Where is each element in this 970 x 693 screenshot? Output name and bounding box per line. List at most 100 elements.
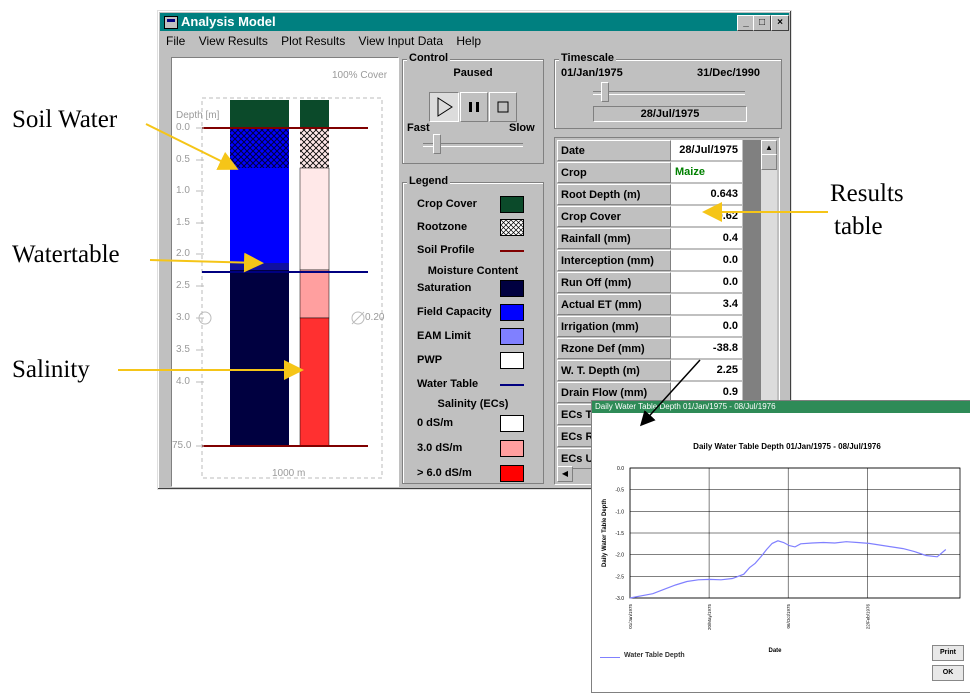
legend-swatch-sal-3 [500, 440, 524, 457]
menu-view-results[interactable]: View Results [198, 34, 268, 48]
results-row-label: Actual ET (mm) [557, 294, 671, 315]
chart-title: Daily Water Table Depth 01/Jan/1975 - 08… [693, 442, 881, 451]
depth-tick: 4.0 [176, 376, 190, 387]
water-table-depth-line [629, 540, 947, 599]
results-row-label: Run Off (mm) [557, 272, 671, 293]
legend-swatch-sal-0 [500, 415, 524, 432]
results-row-label: Irrigation (mm) [557, 316, 671, 337]
results-row-value[interactable]: 28/Jul/1975 [671, 140, 743, 161]
results-row-value[interactable]: 0.0 [671, 316, 743, 337]
results-row-value[interactable]: 0.4 [671, 228, 743, 249]
control-status: Paused [453, 67, 493, 79]
play-icon [437, 97, 453, 117]
results-row-value[interactable]: 0.0 [671, 250, 743, 271]
results-table-filler [743, 140, 761, 484]
timescale-slider[interactable] [593, 82, 745, 104]
depth-tick: 2.0 [176, 248, 190, 259]
menu-bar: File View Results Plot Results View Inpu… [160, 32, 789, 50]
legend-swatch-pwp [500, 352, 524, 369]
right-scale-value: 0.20 [365, 312, 385, 323]
results-vertical-scrollbar[interactable]: ▲ [761, 140, 777, 470]
results-row-label: Crop Cover [557, 206, 671, 227]
crop-cover-bar-right [300, 100, 329, 128]
scroll-left-icon[interactable]: ◀ [557, 466, 573, 482]
control-group: Control Paused Fast Slow [402, 52, 544, 164]
results-row-label: W. T. Depth (m) [557, 360, 671, 381]
legend-sal-3: 3.0 dS/m [417, 442, 463, 454]
legend-line-water-table-depth [600, 657, 620, 658]
title-bar: Analysis Model _ □ × [160, 13, 789, 31]
legend-sal-6: > 6.0 dS/m [417, 467, 472, 479]
legend-eam-limit: EAM Limit [417, 330, 471, 342]
x-axis-label: Date [768, 648, 782, 654]
x-tick-label: 20/May/1975 [707, 604, 712, 631]
legend-moisture-heading: Moisture Content [427, 265, 519, 277]
popup-title-bar: Daily Water Table Depth 01/Jan/1975 - 08… [592, 401, 970, 413]
legend-field-capacity: Field Capacity [417, 306, 492, 318]
y-tick-label: -0.5 [615, 488, 624, 494]
results-callout-line1: Results [830, 180, 904, 207]
pause-button[interactable] [460, 92, 488, 122]
soil-profile-graphic [196, 97, 383, 479]
depth-tick: 3.5 [176, 344, 190, 355]
ok-button[interactable]: OK [932, 665, 964, 681]
results-row-value[interactable]: Maize [671, 162, 743, 183]
results-callout-line2: table [834, 213, 883, 240]
x-tick-label: 01/Jan/1975 [628, 604, 633, 629]
results-row-label: Rainfall (mm) [557, 228, 671, 249]
stop-icon [497, 101, 509, 113]
app-icon [164, 16, 178, 29]
legend-salinity-heading: Salinity (ECs) [437, 398, 509, 410]
legend-swatch-field-capacity [500, 304, 524, 321]
legend-pwp: PWP [417, 354, 443, 366]
menu-view-input-data[interactable]: View Input Data [358, 34, 444, 48]
legend-swatch-sal-6 [500, 465, 524, 482]
legend-swatch-crop-cover [500, 196, 524, 213]
depth-tick: 2.5 [176, 280, 190, 291]
legend-water-table: Water Table [417, 378, 479, 390]
depth-label: Depth [m] [176, 110, 220, 121]
y-tick-label: 0.0 [617, 466, 624, 472]
popup-window-title: Daily Water Table Depth 01/Jan/1975 - 08… [595, 402, 776, 411]
legend-sal-0: 0 dS/m [417, 417, 454, 429]
timescale-slider-thumb[interactable] [601, 82, 609, 102]
width-label: 1000 m [272, 468, 306, 479]
legend-swatch-saturation [500, 280, 524, 297]
x-tick-label: 06/Oct/1975 [786, 604, 791, 629]
speed-slider-thumb[interactable] [433, 134, 441, 154]
legend-swatch-rootzone [500, 219, 524, 236]
legend-saturation: Saturation [417, 282, 472, 294]
menu-plot-results[interactable]: Plot Results [281, 34, 346, 48]
speed-slider[interactable] [423, 134, 523, 156]
results-row-value[interactable]: 2.25 [671, 360, 743, 381]
depth-tick: 75.0 [172, 440, 192, 451]
legend-soil-profile: Soil Profile [417, 244, 475, 256]
x-tick-label: 22/Feb/1976 [865, 604, 870, 630]
y-tick-label: -3.0 [615, 596, 624, 602]
window-title: Analysis Model [181, 14, 276, 29]
close-button[interactable]: × [771, 15, 789, 31]
legend-group: Legend Crop Cover Rootzone Soil Profile … [402, 175, 544, 484]
results-row-label: Rzone Def (mm) [557, 338, 671, 359]
depth-tick: 3.0 [176, 312, 190, 323]
fast-label: Fast [407, 122, 430, 134]
slow-label: Slow [509, 122, 535, 134]
control-group-label: Control [407, 52, 451, 64]
legend-group-label: Legend [407, 175, 451, 187]
menu-help[interactable]: Help [456, 34, 482, 48]
chart-legend-label: Water Table Depth [624, 652, 685, 659]
stop-button[interactable] [489, 92, 517, 122]
scroll-thumb[interactable] [761, 154, 777, 170]
print-button[interactable]: Print [932, 645, 964, 661]
maximize-button[interactable]: □ [753, 15, 771, 31]
depth-tick: 1.5 [176, 217, 190, 228]
results-row-value[interactable]: 0.0 [671, 272, 743, 293]
timescale-current: 28/Jul/1975 [593, 106, 747, 122]
play-button[interactable] [429, 92, 459, 122]
menu-file[interactable]: File [166, 34, 186, 48]
timescale-group: Timescale 01/Jan/1975 31/Dec/1990 28/Jul… [554, 52, 782, 129]
results-row-label: Date [557, 140, 671, 161]
legend-line-soil-profile [500, 250, 524, 252]
results-row-value[interactable]: -38.8 [671, 338, 743, 359]
results-row-value[interactable]: 3.4 [671, 294, 743, 315]
